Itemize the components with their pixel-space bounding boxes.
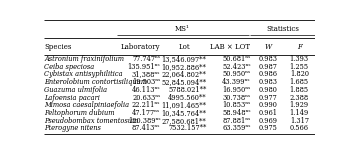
Text: 0.990: 0.990 [258, 101, 277, 109]
Text: Enterolobium contortisiliquum: Enterolobium contortisiliquum [44, 78, 147, 86]
Text: Statistics: Statistics [266, 25, 299, 33]
Text: 0.983: 0.983 [258, 55, 277, 63]
Text: 22,064.802**: 22,064.802** [162, 70, 206, 78]
Text: 0.987: 0.987 [258, 63, 277, 71]
Text: Ceiba speciosa: Ceiba speciosa [44, 63, 94, 71]
Text: 1.393: 1.393 [290, 55, 309, 63]
Text: 2.388: 2.388 [290, 94, 309, 102]
Text: 30.738ⁿˢ: 30.738ⁿˢ [223, 94, 251, 102]
Text: 0.566: 0.566 [290, 124, 309, 133]
Text: 50.681ⁿˢ: 50.681ⁿˢ [222, 55, 251, 63]
Text: 27,580.681**: 27,580.681** [162, 117, 206, 125]
Text: 1.885: 1.885 [290, 86, 309, 94]
Text: Lot: Lot [179, 43, 191, 51]
Text: 22.211ⁿˢ: 22.211ⁿˢ [132, 101, 160, 109]
Text: 1.255: 1.255 [290, 63, 309, 71]
Text: 63.359ⁿˢ: 63.359ⁿˢ [222, 124, 251, 133]
Text: 0.983: 0.983 [258, 78, 277, 86]
Text: Pterogyne nitens: Pterogyne nitens [44, 124, 101, 133]
Text: 87.413ⁿˢ: 87.413ⁿˢ [132, 124, 160, 133]
Text: Laboratory: Laboratory [120, 43, 160, 51]
Text: 0.969: 0.969 [258, 117, 277, 125]
Text: 43.399ⁿˢ: 43.399ⁿˢ [222, 78, 251, 86]
Text: 1.317: 1.317 [290, 117, 309, 125]
Text: 1.820: 1.820 [290, 70, 309, 78]
Text: Astronium fraxinifolium: Astronium fraxinifolium [44, 55, 124, 63]
Text: 0.975: 0.975 [258, 124, 277, 133]
Text: 1.149: 1.149 [290, 109, 309, 117]
Text: Guazuma ulmifolia: Guazuma ulmifolia [44, 86, 107, 94]
Text: W: W [264, 43, 272, 51]
Text: 1.929: 1.929 [290, 101, 309, 109]
Text: Peltophorum dubium: Peltophorum dubium [44, 109, 115, 117]
Text: 0.961: 0.961 [258, 109, 277, 117]
Text: 0.980: 0.980 [258, 86, 277, 94]
Text: 4995.560**: 4995.560** [168, 94, 206, 102]
Text: 52,845.094**: 52,845.094** [161, 78, 206, 86]
Text: LAB × LOT: LAB × LOT [210, 43, 250, 51]
Text: 13,546.097**: 13,546.097** [162, 55, 206, 63]
Text: 19.503ⁿˢ: 19.503ⁿˢ [132, 78, 160, 86]
Text: 10.853ⁿˢ: 10.853ⁿˢ [222, 101, 251, 109]
Text: 50.950ⁿˢ: 50.950ⁿˢ [223, 70, 251, 78]
Text: 47.177ⁿˢ: 47.177ⁿˢ [132, 109, 160, 117]
Text: 16.950ⁿˢ: 16.950ⁿˢ [222, 86, 251, 94]
Text: 20.633ⁿˢ: 20.633ⁿˢ [132, 94, 160, 102]
Text: 52.423ⁿˢ: 52.423ⁿˢ [222, 63, 251, 71]
Text: 1.685: 1.685 [290, 78, 309, 86]
Text: 10,952.886**: 10,952.886** [162, 63, 206, 71]
Text: Pseudobombax tomentosum: Pseudobombax tomentosum [44, 117, 139, 125]
Text: Cybistax antisyphilitica: Cybistax antisyphilitica [44, 70, 123, 78]
Text: 120.389ⁿˢ: 120.389ⁿˢ [128, 117, 160, 125]
Text: 135.951ⁿˢ: 135.951ⁿˢ [128, 63, 160, 71]
Text: 7532.157**: 7532.157** [168, 124, 206, 133]
Text: 46.113ⁿˢ: 46.113ⁿˢ [132, 86, 160, 94]
Text: 77.747ⁿˢ: 77.747ⁿˢ [132, 55, 160, 63]
Text: 0.986: 0.986 [258, 70, 277, 78]
Text: Lafoensia pacari: Lafoensia pacari [44, 94, 100, 102]
Text: 0.977: 0.977 [258, 94, 277, 102]
Text: Mimosa caesalpiniaefolia: Mimosa caesalpiniaefolia [44, 101, 130, 109]
Text: F: F [297, 43, 302, 51]
Text: MS¹: MS¹ [175, 25, 190, 33]
Text: 5788.021**: 5788.021** [168, 86, 206, 94]
Text: 10,345.764**: 10,345.764** [161, 109, 206, 117]
Text: 87.881ⁿˢ: 87.881ⁿˢ [222, 117, 251, 125]
Text: 31,388ⁿˢ: 31,388ⁿˢ [132, 70, 160, 78]
Text: Species: Species [44, 43, 72, 51]
Text: 11,091.465**: 11,091.465** [161, 101, 206, 109]
Text: 58.948ⁿˢ: 58.948ⁿˢ [222, 109, 251, 117]
